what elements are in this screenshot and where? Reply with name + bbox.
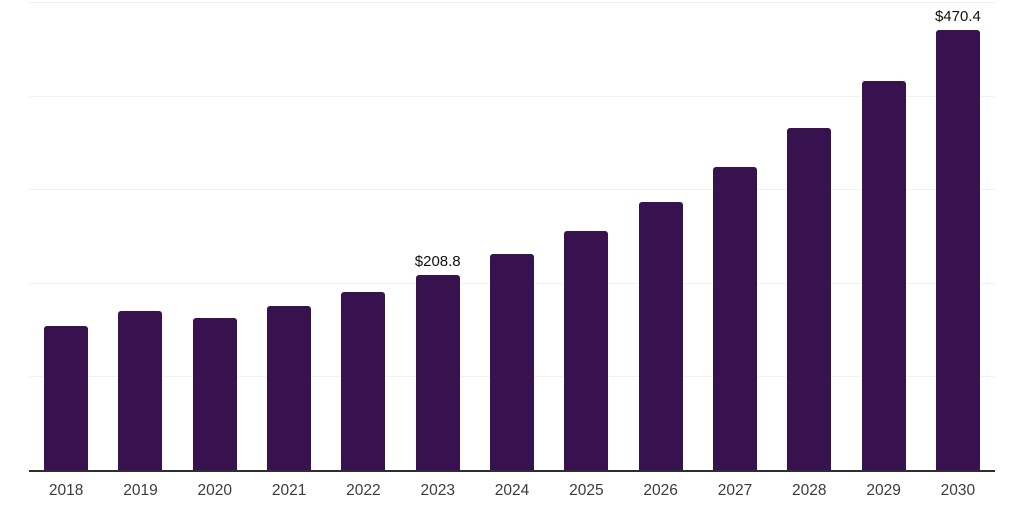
gridline [29, 2, 995, 3]
x-axis-tick-label: 2025 [569, 482, 604, 499]
bar-slot [326, 2, 400, 470]
bar [192, 318, 237, 470]
x-axis-tick-label: 2022 [346, 482, 381, 499]
bar [118, 311, 163, 470]
x-axis-line [29, 470, 995, 472]
bar-slot [103, 2, 177, 470]
x-axis-tick-label: 2023 [420, 482, 455, 499]
x-axis-tick-labels: 2018 2019 2020 2021 2022 2023 2024 2025 … [29, 483, 995, 499]
bar [787, 128, 832, 470]
bar [267, 306, 312, 470]
bar [861, 81, 906, 470]
bar-slot [698, 2, 772, 470]
bar-slot: $208.8 [401, 2, 475, 470]
x-axis-tick-label: 2028 [792, 482, 827, 499]
bar-slot [475, 2, 549, 470]
x-axis-tick-label: 2021 [271, 482, 307, 499]
bar-slot [624, 2, 698, 470]
x-axis-tick-label: 2024 [494, 482, 530, 499]
bar-value-label: $470.4 [934, 7, 981, 25]
bar-slot [252, 2, 326, 470]
x-axis-tick-label: 2018 [48, 482, 84, 499]
bar-slot [846, 2, 920, 470]
bar-slot [549, 2, 623, 470]
bar-slot [772, 2, 846, 470]
bar-slot [29, 2, 103, 470]
bar-slot: $470.4 [921, 2, 995, 470]
bar [935, 29, 980, 470]
gridline [29, 95, 995, 97]
bar-value-label: $208.8 [414, 252, 461, 270]
x-axis-tick-label: 2019 [123, 482, 158, 499]
bar [564, 231, 609, 470]
x-axis-tick-label: 2020 [197, 482, 233, 499]
bar [712, 167, 757, 470]
bar [490, 254, 535, 470]
bar [415, 274, 460, 470]
x-axis-tick-label: 2029 [866, 482, 901, 499]
gridline [29, 189, 995, 191]
x-axis-tick-label: 2027 [717, 482, 753, 499]
bar-slot [178, 2, 252, 470]
x-axis-tick-label: 2026 [643, 482, 678, 499]
bar [638, 202, 683, 470]
x-axis-tick-label: 2030 [940, 482, 976, 499]
bars-container: $208.8 $470.4 [29, 2, 995, 470]
bar [44, 325, 89, 470]
plot-area: $208.8 $470.4 [29, 2, 995, 470]
bar [341, 292, 386, 470]
